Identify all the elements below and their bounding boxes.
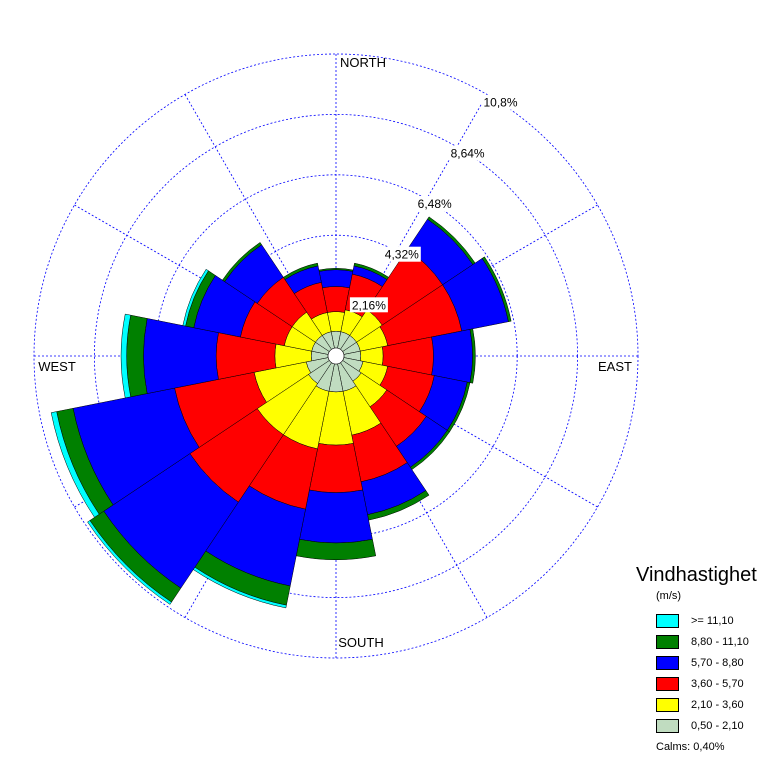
svg-text:4,32%: 4,32% <box>385 248 419 262</box>
svg-text:10,8%: 10,8% <box>483 96 517 110</box>
legend-swatch <box>656 676 679 691</box>
calms-note: Calms: 0,40% <box>656 741 725 753</box>
ring-label-3: 6,48% <box>415 196 454 211</box>
ring-label-2: 4,32% <box>382 246 421 262</box>
legend: Vindhastighet (m/s) >= 11,10 8,80 - 11,10… <box>636 564 777 753</box>
svg-text:2,16%: 2,16% <box>352 298 386 312</box>
legend-swatch <box>656 655 679 670</box>
legend-swatch <box>656 634 679 649</box>
center-hole <box>327 347 345 365</box>
legend-item-label: 3,60 - 5,70 <box>691 677 744 690</box>
ring-label-4: 8,64% <box>448 145 487 161</box>
petal-nw-bin-5 <box>222 242 262 282</box>
petal-ene-bin-5 <box>481 256 512 323</box>
svg-text:6,48%: 6,48% <box>418 197 452 211</box>
legend-title: Vindhastighet <box>636 564 757 586</box>
compass-label-east: EAST <box>598 359 632 374</box>
petal-wnw-bin-6 <box>182 268 209 327</box>
legend-item: 0,50 - 2,10 <box>656 715 777 736</box>
legend-swatch <box>656 613 679 628</box>
legend-item-label: 5,70 - 8,80 <box>691 656 744 669</box>
legend-item: >= 11,10 <box>656 610 777 631</box>
ring-label-1: 2,16% <box>349 297 388 313</box>
petal-n-bin-4 <box>318 269 354 289</box>
legend-item: 3,60 - 5,70 <box>656 673 777 694</box>
legend-swatch <box>656 718 679 733</box>
petal-sw-bin-6 <box>87 520 172 605</box>
petal-s-bin-4 <box>299 489 373 544</box>
legend-item-label: 0,50 - 2,10 <box>691 719 744 732</box>
compass-label-west: WEST <box>38 359 76 374</box>
legend-item: 8,80 - 11,10 <box>656 631 777 652</box>
legend-items: >= 11,10 8,80 - 11,10 5,70 - 8,80 3,60 - 5,… <box>636 610 777 736</box>
legend-item-label: 8,80 - 11,10 <box>691 635 749 648</box>
petal-w-bin-6 <box>120 313 131 399</box>
legend-item: 5,70 - 8,80 <box>656 652 777 673</box>
legend-item: 2,10 - 3,60 <box>656 694 777 715</box>
legend-item-label: >= 11,10 <box>691 614 734 627</box>
compass-label-south: SOUTH <box>338 635 384 650</box>
petal-nnw-bin-5 <box>283 262 319 280</box>
svg-text:8,64%: 8,64% <box>451 146 485 160</box>
ring-label-5: 10,8% <box>481 94 520 110</box>
legend-item-label: 2,10 - 3,60 <box>691 698 744 711</box>
compass-label-north: NORTH <box>340 55 386 70</box>
legend-swatch <box>656 697 679 712</box>
ring-labels: 2,16% 4,32% 6,48% 8,64% 10,8% <box>349 94 520 313</box>
petal-wsw-bin-6 <box>50 411 100 518</box>
legend-unit: (m/s) <box>656 590 682 602</box>
petal-e-bin-4 <box>431 329 473 383</box>
wind-petals <box>50 216 512 609</box>
chart-labels: NORTH EAST SOUTH WEST <box>38 55 632 650</box>
